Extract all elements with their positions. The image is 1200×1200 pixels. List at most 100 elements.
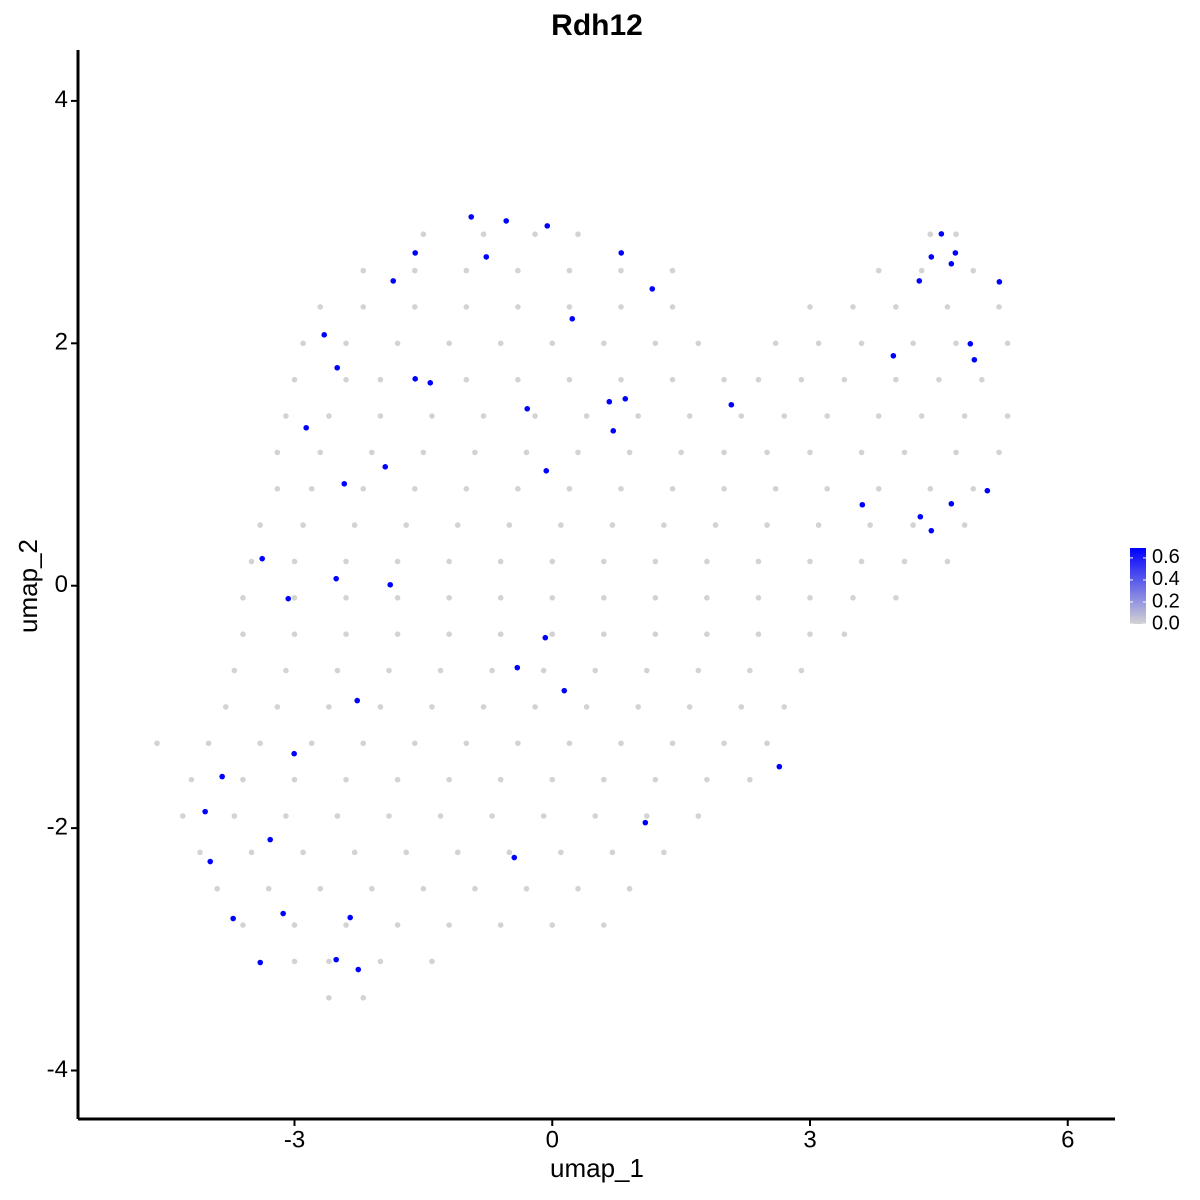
point bbox=[343, 340, 349, 347]
point bbox=[575, 885, 581, 892]
y-tick-label: 4 bbox=[55, 86, 68, 113]
point bbox=[961, 522, 968, 528]
point bbox=[202, 808, 208, 815]
point bbox=[463, 304, 470, 310]
point bbox=[609, 849, 616, 856]
point bbox=[669, 376, 676, 383]
point bbox=[601, 776, 607, 783]
point bbox=[566, 267, 573, 274]
point bbox=[334, 813, 341, 819]
point bbox=[420, 449, 427, 456]
point bbox=[776, 763, 783, 770]
point bbox=[360, 304, 367, 310]
point bbox=[618, 376, 624, 383]
point bbox=[343, 631, 349, 637]
point bbox=[549, 340, 556, 347]
point bbox=[772, 485, 779, 492]
point bbox=[283, 813, 289, 819]
point bbox=[652, 595, 659, 601]
point bbox=[231, 667, 238, 674]
point bbox=[1004, 340, 1011, 347]
point bbox=[377, 958, 384, 965]
point bbox=[649, 286, 656, 292]
point bbox=[230, 915, 236, 922]
point bbox=[928, 527, 935, 534]
point bbox=[515, 267, 521, 274]
point bbox=[240, 631, 246, 637]
point bbox=[503, 218, 510, 224]
point bbox=[532, 704, 538, 710]
point bbox=[824, 413, 830, 419]
point bbox=[248, 849, 255, 856]
point bbox=[489, 813, 495, 819]
point bbox=[859, 501, 866, 508]
point bbox=[326, 994, 332, 1001]
point bbox=[996, 449, 1002, 456]
point bbox=[240, 595, 246, 601]
point bbox=[626, 885, 633, 892]
point bbox=[558, 849, 564, 856]
point bbox=[927, 485, 934, 492]
point bbox=[317, 304, 324, 310]
point bbox=[695, 340, 702, 347]
point bbox=[403, 522, 409, 528]
point bbox=[326, 704, 332, 710]
point bbox=[652, 340, 659, 347]
point bbox=[917, 513, 924, 520]
point bbox=[686, 413, 693, 419]
point bbox=[317, 449, 324, 456]
colorbar bbox=[1130, 548, 1146, 624]
point bbox=[360, 740, 367, 747]
point bbox=[618, 740, 624, 747]
point bbox=[953, 340, 959, 347]
point bbox=[377, 704, 384, 710]
point bbox=[807, 558, 813, 565]
point bbox=[669, 740, 676, 747]
point bbox=[390, 278, 397, 284]
point bbox=[566, 485, 573, 492]
point bbox=[377, 413, 384, 419]
point bbox=[446, 558, 452, 565]
point bbox=[984, 487, 991, 494]
point bbox=[222, 704, 229, 710]
point bbox=[412, 250, 419, 256]
point bbox=[755, 558, 762, 565]
point bbox=[652, 558, 659, 565]
point bbox=[901, 558, 908, 565]
point bbox=[643, 813, 650, 819]
point bbox=[549, 922, 556, 928]
point bbox=[532, 413, 538, 419]
point bbox=[532, 231, 538, 238]
point bbox=[343, 595, 349, 601]
point bbox=[514, 664, 521, 671]
y-tick-label: 2 bbox=[55, 329, 68, 356]
point bbox=[979, 376, 985, 383]
point bbox=[798, 376, 805, 383]
y-tick-label: -4 bbox=[47, 1056, 68, 1083]
point bbox=[927, 231, 934, 238]
point bbox=[738, 704, 745, 710]
point bbox=[333, 956, 339, 963]
point bbox=[592, 813, 599, 819]
point bbox=[807, 595, 813, 601]
point bbox=[569, 316, 576, 322]
point bbox=[274, 704, 281, 710]
point bbox=[300, 522, 306, 528]
point bbox=[918, 267, 925, 274]
point bbox=[747, 667, 753, 674]
point bbox=[231, 813, 238, 819]
point bbox=[704, 776, 710, 783]
point bbox=[369, 449, 375, 456]
point bbox=[351, 849, 358, 856]
point bbox=[283, 667, 289, 674]
point bbox=[411, 485, 418, 492]
point bbox=[291, 958, 298, 965]
point bbox=[394, 558, 401, 565]
y-tick-label: 0 bbox=[55, 571, 68, 598]
point bbox=[308, 740, 315, 747]
point bbox=[334, 364, 341, 371]
point bbox=[411, 740, 418, 747]
point bbox=[257, 740, 263, 747]
point bbox=[635, 413, 641, 419]
x-tick-label: 3 bbox=[803, 1126, 816, 1153]
